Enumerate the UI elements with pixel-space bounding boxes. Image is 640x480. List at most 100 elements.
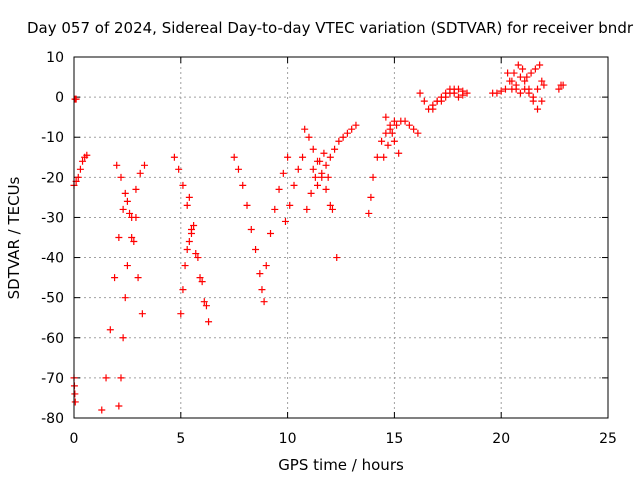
data-point-arc-w: [538, 77, 546, 85]
data-point-arc-s: [416, 89, 424, 97]
data-point-arc-q: [410, 125, 418, 133]
data-point-arc-d: [140, 161, 148, 169]
data-point-arc-m: [320, 149, 328, 157]
data-point-arc-q: [388, 129, 396, 137]
data-point-arc-h: [179, 286, 187, 294]
y-tick-label: -70: [41, 371, 64, 387]
data-point-arc-g: [179, 181, 187, 189]
data-point-arc-x: [559, 81, 567, 89]
data-point-arc-d: [102, 374, 110, 382]
x-tick-label: 25: [599, 431, 617, 447]
data-point-arc-g: [192, 250, 200, 258]
data-point-arc-o: [348, 125, 356, 133]
data-point-arc-w: [508, 85, 516, 93]
data-point-arc-u: [497, 87, 505, 95]
data-point-arc-g: [205, 318, 213, 326]
data-point-arc-k: [284, 153, 292, 161]
y-tick-label: -60: [41, 331, 64, 347]
data-point-arc-m: [328, 205, 336, 213]
data-point-arc-e: [134, 274, 142, 282]
data-point-arc-q: [384, 141, 392, 149]
data-point-arc-s: [454, 85, 462, 93]
data-point-arc-h: [181, 262, 189, 270]
data-point-arc-u: [519, 65, 527, 73]
data-point-arc-t: [446, 85, 454, 93]
data-point-arc-f: [119, 334, 127, 342]
data-point-arc-m: [307, 189, 315, 197]
data-point-arc-i: [198, 278, 206, 286]
data-point-arc-t: [442, 89, 450, 97]
y-tick-label: -50: [41, 291, 64, 307]
data-point-arc-k: [262, 262, 270, 270]
data-point-arc-w: [516, 73, 524, 81]
data-points: [70, 61, 567, 414]
data-point-arc-d: [123, 197, 131, 205]
data-point-arc-h: [177, 310, 185, 318]
data-point-arc-i: [185, 193, 193, 201]
x-tick-label: 10: [279, 431, 297, 447]
data-point-arc-i: [194, 254, 202, 262]
data-point-arc-u: [514, 61, 522, 69]
y-tick-label: 0: [55, 90, 64, 106]
data-point-arc-a: [76, 165, 84, 173]
data-point-arc-r: [386, 125, 394, 133]
data-point-arc-u: [527, 69, 535, 77]
data-point-arc-p: [390, 117, 398, 125]
data-point-arc-n: [326, 201, 334, 209]
data-point-arc-e: [126, 209, 134, 217]
data-point-arc-u: [501, 85, 509, 93]
x-tick-label: 0: [70, 431, 79, 447]
data-point-arc-r: [395, 149, 403, 157]
data-point-arc-d: [132, 185, 140, 193]
data-point-arc-q: [401, 117, 409, 125]
data-point-arc-v: [538, 97, 546, 105]
data-point-arc-f: [123, 262, 131, 270]
data-point-arc-e: [121, 189, 129, 197]
data-point-arc-o: [343, 129, 351, 137]
data-point-arc-h: [187, 229, 195, 237]
data-point-arc-n: [309, 145, 317, 153]
data-point-arc-u: [531, 65, 539, 73]
data-point-arc-x: [555, 85, 563, 93]
data-point-arc-a: [79, 157, 87, 165]
data-point-arc-g: [183, 201, 191, 209]
data-point-arc-o: [352, 121, 360, 129]
data-point-arc-p: [367, 193, 375, 201]
data-point-arc-m: [333, 254, 341, 262]
data-point-arc-o: [314, 181, 322, 189]
data-point-arc-p: [365, 209, 373, 217]
data-point-arc-u: [536, 61, 544, 69]
data-point-arc-d: [119, 205, 127, 213]
data-point-arc-q: [380, 153, 388, 161]
y-axis-title: SDTVAR / TECUs: [5, 176, 23, 299]
data-point-arc-p: [378, 137, 386, 145]
data-point-arc-l: [281, 217, 289, 225]
data-point-arc-r: [390, 137, 398, 145]
data-point-arc-j: [247, 225, 255, 233]
data-point-arc-v: [540, 81, 548, 89]
data-point-arc-w: [512, 81, 520, 89]
grid-lines: [74, 57, 608, 418]
data-point-arc-j: [230, 153, 238, 161]
data-point-arc-q: [393, 121, 401, 129]
data-point-arc-j: [243, 201, 251, 209]
data-point-arc-j: [234, 165, 242, 173]
data-point-arc-n: [322, 185, 330, 193]
data-point-arc-k: [279, 169, 287, 177]
data-point-arc-t: [433, 97, 441, 105]
y-tick-label: -20: [41, 170, 64, 186]
data-point-arc-a: [83, 151, 91, 159]
data-point-arc-o: [326, 153, 334, 161]
data-point-arc-a: [74, 173, 82, 181]
data-point-arc-v: [516, 89, 524, 97]
data-point-arc-b: [71, 398, 79, 406]
plot-frame: [73, 56, 609, 419]
data-point-arc-i: [190, 221, 198, 229]
data-point-arc-v: [508, 77, 516, 85]
data-point-arc-w: [525, 85, 533, 93]
data-point-arc-f: [128, 234, 136, 241]
data-point-arc-u: [510, 69, 518, 77]
data-point-arc-u: [523, 73, 531, 81]
data-point-arc-f: [117, 374, 125, 382]
